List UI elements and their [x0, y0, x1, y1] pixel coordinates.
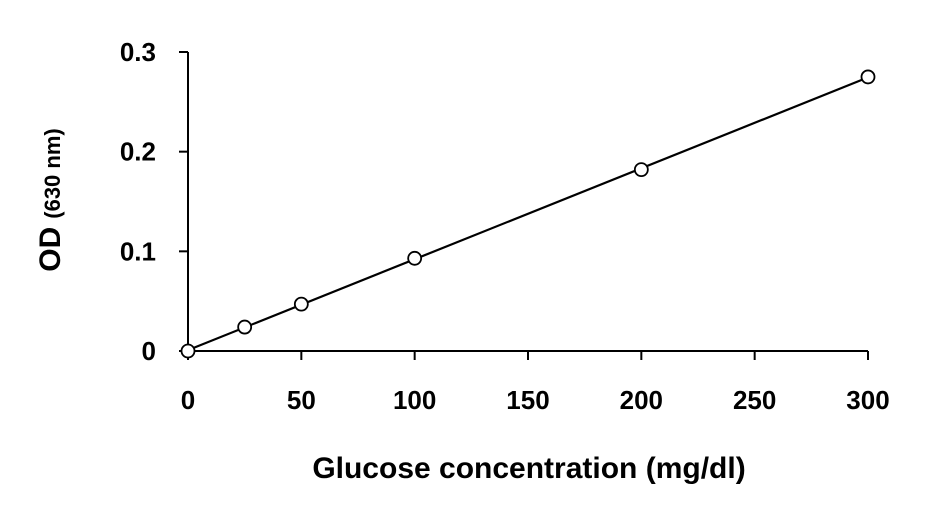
y-tick-label: 0.3 — [120, 37, 156, 67]
y-tick-label: 0 — [142, 336, 156, 366]
y-axis-title: OD (630 nm) — [34, 128, 67, 271]
x-ticks: 0 50 100 150 200 250 300 — [181, 351, 890, 415]
data-point — [237, 319, 253, 335]
y-tick-label: 0.1 — [120, 236, 156, 266]
x-tick-label: 0 — [181, 385, 195, 415]
x-tick-label: 250 — [733, 385, 776, 415]
x-axis-title: Glucose concentration (mg/dl) — [312, 452, 745, 485]
trendline-group — [187, 76, 869, 352]
data-points — [180, 69, 876, 359]
y-tick-label: 0.2 — [120, 137, 156, 167]
y-ticks: 0 0.1 0.2 0.3 — [120, 37, 188, 366]
trendline — [187, 76, 869, 352]
data-point — [407, 250, 423, 266]
y-axis-title-unit: (630 nm) — [40, 128, 65, 218]
x-tick-label: 300 — [846, 385, 889, 415]
data-point — [860, 69, 876, 85]
x-tick-label: 100 — [393, 385, 436, 415]
x-tick-label: 200 — [620, 385, 663, 415]
axes — [187, 52, 868, 352]
x-tick-label: 150 — [506, 385, 549, 415]
data-point — [633, 162, 649, 178]
x-tick-label: 50 — [287, 385, 316, 415]
data-point — [180, 343, 196, 359]
y-axis-title-main: OD — [34, 227, 67, 272]
data-point — [293, 296, 309, 312]
